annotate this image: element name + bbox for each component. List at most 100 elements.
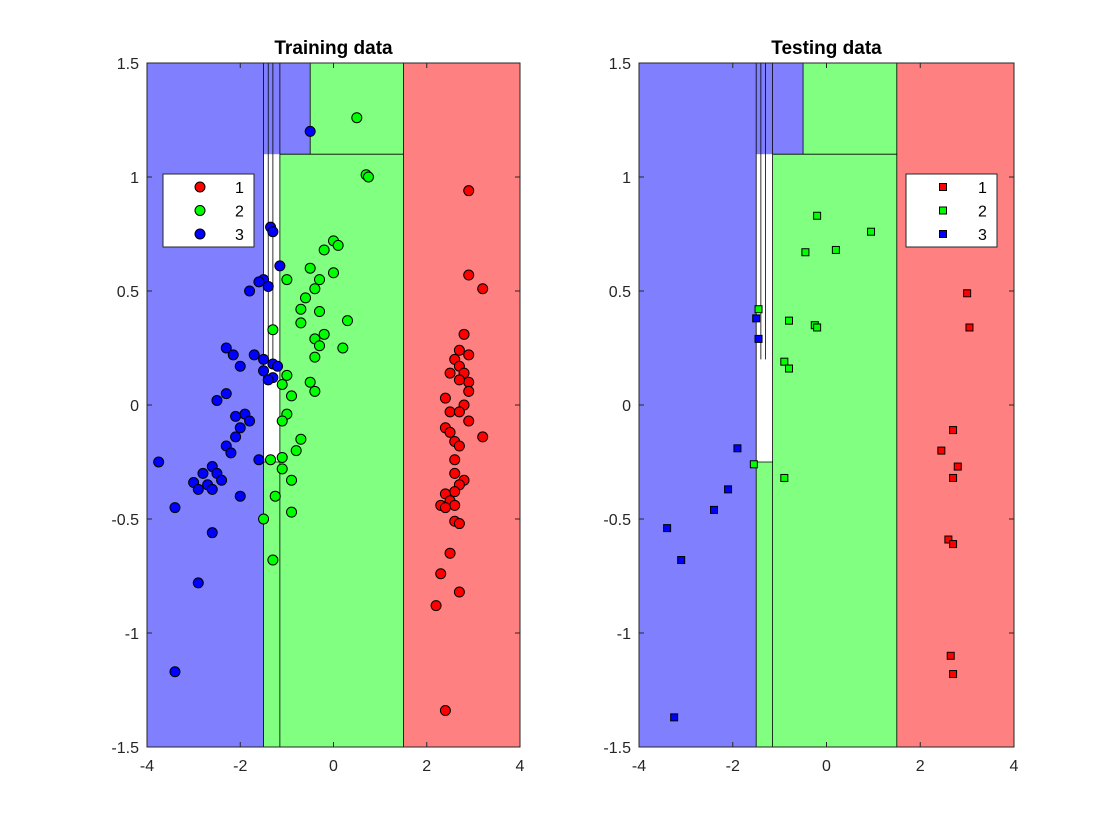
y-tick-label: -1 <box>125 626 139 643</box>
data-point-class-1 <box>444 547 456 559</box>
data-point-class-2 <box>300 292 312 304</box>
legend-marker-class-2 <box>939 206 947 215</box>
x-tick-label: 4 <box>516 758 525 775</box>
data-point-class-2 <box>785 316 793 325</box>
x-tick-label: -4 <box>632 758 646 775</box>
decision-region-class-3 <box>263 63 280 155</box>
data-point-class-3 <box>304 125 316 137</box>
y-tick-label: 0.5 <box>609 284 631 301</box>
y-tick-label: -1.5 <box>603 740 631 757</box>
data-point-class-2 <box>281 274 293 286</box>
data-point-class-1 <box>463 349 475 361</box>
data-point-class-2 <box>785 364 793 373</box>
data-point-class-2 <box>276 463 288 475</box>
data-point-class-1 <box>430 600 442 612</box>
data-point-class-1 <box>449 454 461 466</box>
data-point-class-3 <box>234 490 246 502</box>
legend-marker-class-3 <box>939 230 947 238</box>
data-point-class-2 <box>286 506 298 518</box>
data-point-class-3 <box>230 410 242 422</box>
data-point-class-3 <box>206 527 218 539</box>
data-point-class-3 <box>153 456 165 468</box>
data-point-class-3 <box>169 502 181 514</box>
data-point-class-3 <box>272 360 284 372</box>
data-point-class-1 <box>444 406 456 418</box>
data-point-class-2 <box>276 378 288 390</box>
data-point-class-3 <box>230 431 242 443</box>
data-point-class-1 <box>453 440 465 452</box>
data-point-class-2 <box>749 460 758 469</box>
data-point-class-3 <box>234 360 246 372</box>
data-point-class-2 <box>328 267 339 279</box>
decision-region-class-2 <box>756 462 773 747</box>
y-tick-label: 1.5 <box>609 56 631 73</box>
legend: 1 2 3 <box>162 173 255 248</box>
data-point-class-2 <box>309 351 321 363</box>
data-point-class-1 <box>953 462 962 471</box>
chart-title: Testing data <box>771 38 882 59</box>
legend-marker-class-1 <box>194 181 206 193</box>
data-point-class-1 <box>477 431 489 443</box>
data-point-class-2 <box>286 474 298 486</box>
data-point-class-3 <box>244 285 256 297</box>
data-point-class-3 <box>274 260 286 272</box>
data-point-class-1 <box>949 426 958 435</box>
x-tick-label: 0 <box>822 758 831 775</box>
data-point-class-1 <box>949 540 958 549</box>
data-point-class-2 <box>831 245 840 254</box>
data-point-class-3 <box>244 415 256 427</box>
data-point-class-3 <box>234 422 246 434</box>
data-point-class-1 <box>965 323 974 332</box>
data-point-class-3 <box>253 276 265 288</box>
y-tick-label: 0.5 <box>117 284 139 301</box>
data-point-class-1 <box>463 376 475 388</box>
data-point-class-2 <box>258 513 270 525</box>
y-tick-label: -1.5 <box>111 740 139 757</box>
data-point-class-1 <box>949 473 958 482</box>
data-point-class-1 <box>439 392 451 404</box>
chart-title: Training data <box>274 38 393 59</box>
data-point-class-1 <box>937 446 946 455</box>
data-point-class-2 <box>362 171 374 183</box>
data-point-class-1 <box>453 406 465 418</box>
data-point-class-2 <box>780 473 789 482</box>
decision-region-class-3 <box>279 63 311 155</box>
training-data-plot: -4 -2 0 2 4 -1.5 -1 -0.5 0 0.5 1 1.5 Training data 1 2… <box>111 38 524 775</box>
x-tick-label: 2 <box>916 758 925 775</box>
data-point-class-2 <box>304 376 316 388</box>
data-point-class-3 <box>754 334 763 343</box>
data-point-class-1 <box>463 269 475 281</box>
data-point-class-1 <box>449 467 461 479</box>
legend-label: 2 <box>235 204 244 221</box>
y-tick-label: 1 <box>130 170 139 187</box>
data-point-class-3 <box>220 388 232 400</box>
data-point-class-2 <box>295 317 307 329</box>
data-point-class-2 <box>780 357 789 366</box>
decision-region-class-2 <box>310 63 404 155</box>
data-point-class-2 <box>295 303 307 315</box>
data-point-class-1 <box>477 283 489 295</box>
data-point-class-3 <box>258 353 270 365</box>
y-tick-label: -1 <box>617 626 631 643</box>
decision-region-class-2 <box>772 154 897 747</box>
legend-marker-class-3 <box>194 228 206 240</box>
legend-label: 2 <box>978 204 987 221</box>
data-point-class-1 <box>449 486 461 498</box>
y-tick-label: -0.5 <box>603 512 631 529</box>
x-tick-label: -4 <box>140 758 154 775</box>
data-point-class-2 <box>286 390 298 402</box>
decision-region-class-3 <box>772 63 804 155</box>
y-tick-label: -0.5 <box>111 512 139 529</box>
legend-marker-class-2 <box>194 205 206 216</box>
testing-data-plot: -4 -2 0 2 4 -1.5 -1 -0.5 0 0.5 1 1.5 Testing data 1 2 3 <box>603 38 1018 775</box>
x-tick-label: 0 <box>329 758 338 775</box>
data-point-class-1 <box>444 426 456 438</box>
data-point-class-2 <box>267 324 279 336</box>
data-point-class-3 <box>225 447 237 459</box>
data-point-class-3 <box>724 485 733 494</box>
data-point-class-2 <box>801 248 810 257</box>
data-point-class-1 <box>435 568 447 580</box>
y-tick-label: 0 <box>130 398 139 415</box>
data-point-class-1 <box>449 499 461 511</box>
